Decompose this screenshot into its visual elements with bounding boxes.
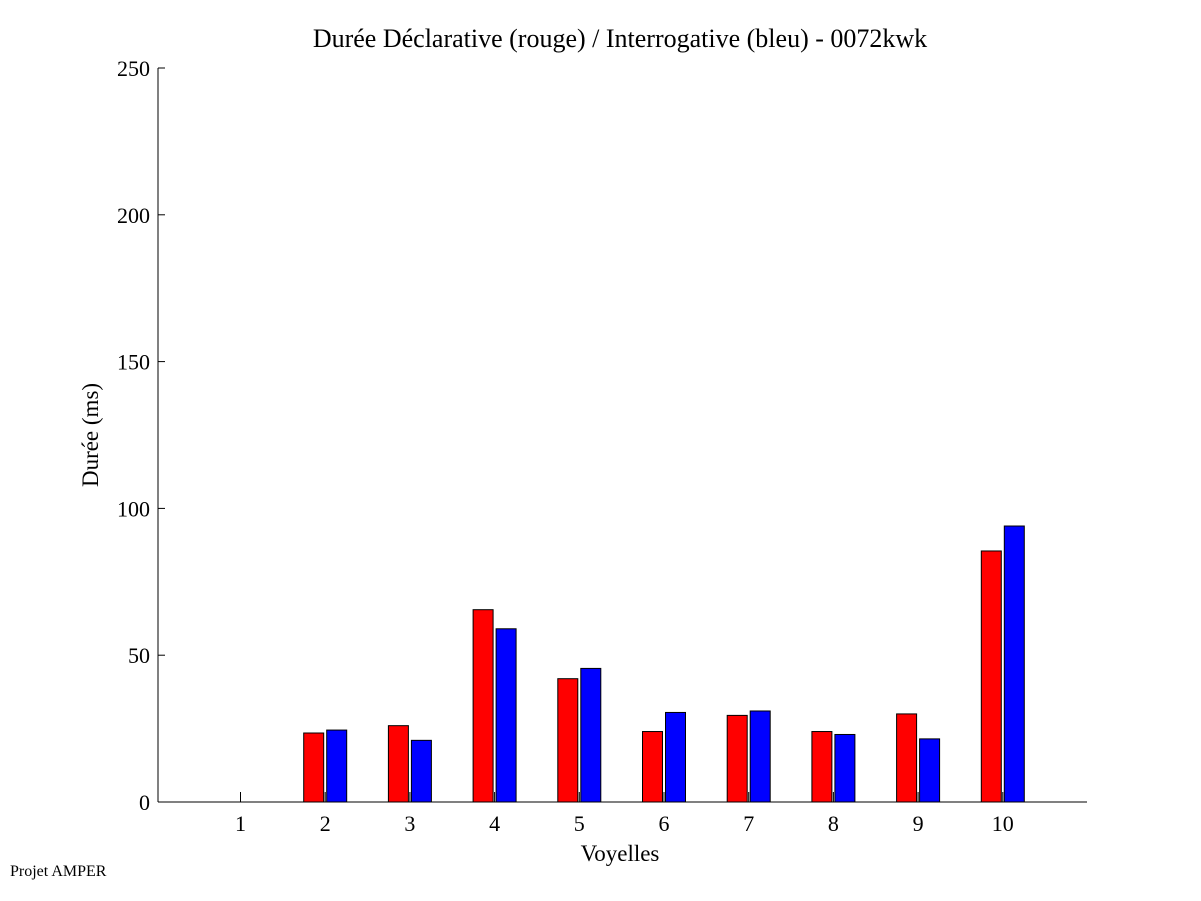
bar-declarative [811, 731, 833, 803]
bar-declarative [387, 725, 409, 803]
bar-declarative [557, 678, 579, 803]
footer-credit: Projet AMPER [10, 863, 107, 880]
bar-interrogative [834, 733, 856, 803]
bar-interrogative [495, 628, 517, 803]
bar-declarative [980, 550, 1002, 803]
y-tick-label: 0 [139, 790, 150, 815]
y-tick-label: 50 [128, 643, 150, 668]
y-axis-label: Durée (ms) [78, 383, 103, 487]
chart-title: Durée Déclarative (rouge) / Interrogativ… [313, 24, 927, 53]
bar-interrogative [749, 710, 771, 803]
y-tick-label: 100 [117, 496, 150, 521]
x-tick-label: 9 [913, 811, 924, 836]
x-tick-label: 10 [992, 811, 1014, 836]
x-tick-label: 3 [404, 811, 415, 836]
bar-declarative [896, 713, 918, 803]
bar-interrogative [410, 739, 432, 803]
y-tick-label: 150 [117, 350, 150, 375]
x-tick-label: 5 [574, 811, 585, 836]
x-tick-label: 2 [320, 811, 331, 836]
x-tick-label: 6 [659, 811, 670, 836]
bar-declarative [726, 714, 748, 803]
x-tick-label: 1 [235, 811, 246, 836]
x-tick-label: 7 [743, 811, 754, 836]
y-tick-label: 200 [117, 203, 150, 228]
bar-interrogative [919, 738, 941, 803]
x-tick-label: 8 [828, 811, 839, 836]
plot-area: 0 50 100 150 200 250 1 2 3 4 5 6 7 8 9 10 [117, 56, 1087, 836]
bar-declarative [303, 732, 325, 803]
bar-interrogative [326, 729, 348, 803]
bar-interrogative [1003, 525, 1025, 803]
bar-interrogative [580, 667, 602, 803]
x-axis-label: Voyelles [581, 841, 660, 866]
y-tick-label: 250 [117, 56, 150, 81]
bar-declarative [472, 609, 494, 803]
bar-interrogative [665, 711, 686, 803]
bar-declarative [642, 731, 663, 803]
x-tick-label: 4 [489, 811, 500, 836]
